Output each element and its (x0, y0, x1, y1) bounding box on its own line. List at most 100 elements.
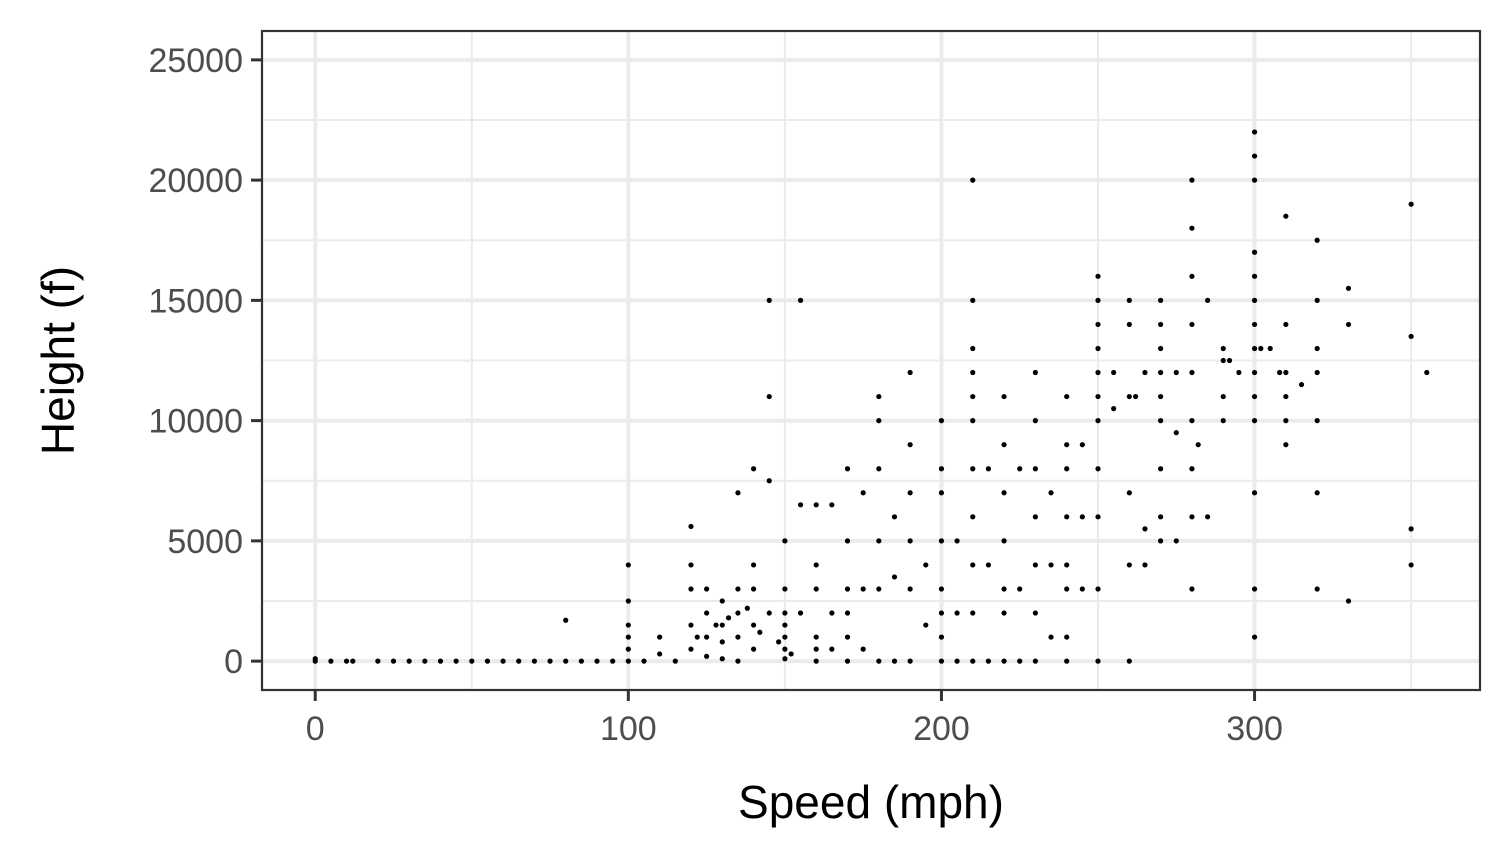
data-point (1251, 418, 1258, 424)
data-point (1314, 418, 1320, 424)
data-point (719, 656, 725, 662)
data-point (1064, 393, 1070, 400)
panel-border (260, 29, 1482, 692)
data-point (1064, 562, 1070, 568)
data-point (938, 538, 945, 544)
data-point (782, 656, 788, 662)
data-point (516, 658, 522, 664)
data-point (1204, 514, 1211, 520)
data-point (735, 634, 741, 640)
data-point (829, 502, 835, 508)
data-point (1195, 442, 1201, 448)
data-point (406, 658, 412, 664)
data-point (1236, 369, 1242, 376)
data-point (970, 297, 976, 303)
data-point (1251, 634, 1258, 640)
data-point (1032, 610, 1038, 616)
data-point (1345, 285, 1352, 291)
data-point (844, 466, 851, 472)
data-point (1283, 369, 1289, 376)
data-point (625, 634, 631, 640)
data-point (1204, 297, 1211, 303)
data-point (1314, 490, 1320, 496)
data-point (1314, 345, 1320, 352)
minor-gridlines (262, 31, 1480, 690)
data-point (719, 598, 725, 604)
data-point (343, 658, 350, 664)
data-point (750, 622, 757, 628)
data-point (1001, 658, 1007, 664)
data-point (797, 502, 804, 508)
data-point (813, 586, 819, 592)
data-point (1079, 514, 1085, 520)
data-point (531, 658, 538, 664)
data-point (891, 514, 898, 520)
data-point (1251, 249, 1258, 255)
data-point (1132, 393, 1139, 400)
data-point (1079, 586, 1085, 592)
data-point (954, 658, 960, 664)
data-point (1226, 357, 1233, 364)
data-point (688, 586, 694, 592)
data-point (954, 538, 960, 544)
data-point (1189, 369, 1195, 376)
data-point (844, 586, 851, 592)
data-point (923, 622, 929, 628)
data-point (547, 658, 553, 664)
data-point (813, 502, 819, 508)
data-point (1189, 225, 1195, 231)
data-point (594, 658, 600, 664)
data-point (1126, 321, 1132, 328)
data-point (719, 622, 725, 628)
data-point (1048, 634, 1054, 640)
data-point (876, 418, 882, 424)
y-axis-title: Height (f) (32, 266, 84, 455)
data-point (782, 610, 788, 616)
data-point (782, 646, 788, 652)
data-point (844, 538, 851, 544)
data-point (625, 598, 631, 604)
data-point (750, 466, 757, 472)
data-point (844, 610, 851, 616)
data-point (1001, 490, 1007, 496)
data-point (735, 610, 741, 616)
data-point (350, 658, 356, 664)
data-point (1079, 442, 1085, 448)
data-point (891, 658, 898, 664)
data-point (704, 610, 710, 616)
data-point (1189, 466, 1195, 472)
data-point (1251, 177, 1258, 183)
data-point (844, 634, 851, 640)
data-point (563, 617, 569, 623)
data-point (938, 586, 945, 592)
data-point (860, 490, 866, 496)
data-point (907, 442, 913, 448)
data-point (469, 658, 475, 664)
data-point (829, 610, 835, 616)
data-point (1189, 586, 1195, 592)
data-point (907, 658, 913, 664)
data-point (1189, 177, 1195, 183)
y-tick-label: 10000 (148, 403, 243, 441)
data-point (907, 369, 913, 376)
data-point (1251, 586, 1258, 592)
data-point (1158, 538, 1164, 544)
data-point (735, 586, 741, 592)
data-point (1173, 430, 1179, 436)
data-point (688, 523, 694, 530)
data-point (1111, 406, 1117, 412)
data-point (1173, 369, 1179, 376)
data-point (437, 658, 444, 664)
data-point (1408, 562, 1414, 568)
data-point (390, 658, 397, 664)
data-point (672, 658, 678, 664)
data-point (1345, 321, 1352, 328)
data-point (1251, 490, 1258, 496)
data-point (776, 639, 782, 645)
data-point (923, 562, 929, 568)
data-point (1032, 466, 1038, 472)
x-tick-label: 100 (600, 710, 657, 748)
data-point (891, 574, 898, 580)
data-point (1283, 418, 1289, 424)
